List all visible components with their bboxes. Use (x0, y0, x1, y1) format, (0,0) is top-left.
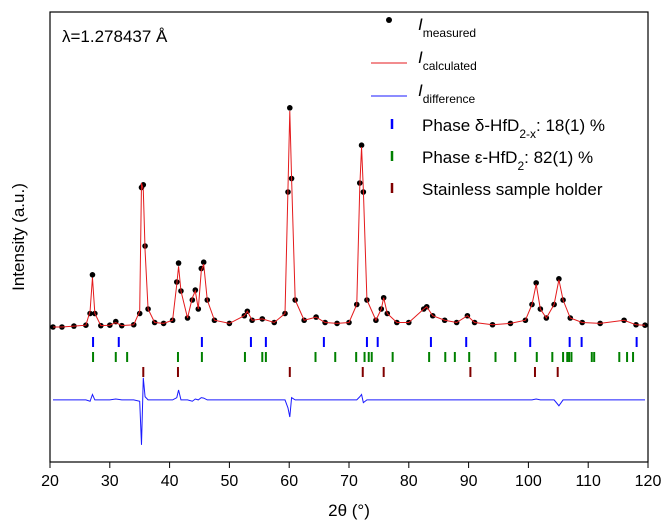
annotation: λ=1.278437 Å (62, 27, 168, 46)
data-point (358, 142, 365, 148)
x-tick-label: 50 (221, 473, 239, 490)
legend-entry: Stainless sample holder (422, 180, 603, 199)
legend-text: Phase δ-HfD (422, 116, 519, 135)
data-point (89, 272, 96, 278)
data-point (286, 105, 293, 111)
legend-text: I (418, 15, 423, 34)
legend-text: I (418, 48, 423, 67)
legend-entry: Idifference (418, 81, 476, 106)
legend-text: Phase ε-HfD (422, 148, 517, 167)
legend-entry: Icalculated (418, 48, 477, 73)
legend-subscript: calculated (423, 59, 477, 73)
legend-text: : 18(1) % (536, 116, 605, 135)
x-tick-label: 30 (101, 473, 119, 490)
data-line (52, 377, 646, 445)
legend-entry: Imeasured (418, 15, 476, 40)
x-tick-label: 70 (340, 473, 358, 490)
data-point (189, 297, 196, 303)
x-tick-label: 120 (635, 473, 662, 490)
x-tick-label: 40 (161, 473, 179, 490)
data-line (52, 110, 646, 328)
legend-subscript: 2 (517, 159, 524, 173)
x-tick-label: 80 (400, 473, 418, 490)
legend-marker (386, 17, 392, 23)
x-tick-label: 20 (41, 473, 59, 490)
data-point (556, 276, 562, 282)
x-axis-label: 2θ (°) (328, 501, 370, 520)
x-tick-label: 90 (460, 473, 478, 490)
legend-subscript: 2-x (519, 127, 536, 141)
x-tick-label: 100 (515, 473, 542, 490)
legend-entry: Phase δ-HfD2-x: 18(1) % (422, 116, 605, 141)
legend-text: Stainless sample holder (422, 180, 603, 199)
data-point (175, 260, 182, 266)
data-point (200, 259, 207, 266)
legend-subscript: measured (423, 26, 476, 40)
legend-text: I (418, 81, 423, 100)
legend-entry: Phase ε-HfD2: 82(1) % (422, 148, 593, 173)
legend-subscript: difference (423, 92, 476, 106)
y-axis-label: Intensity (a.u.) (9, 183, 28, 291)
data-point (533, 280, 539, 286)
plot-frame (49, 11, 649, 463)
x-tick-label: 110 (575, 473, 601, 490)
legend-text: : 82(1) % (524, 148, 593, 167)
x-tick-label: 60 (280, 473, 298, 490)
